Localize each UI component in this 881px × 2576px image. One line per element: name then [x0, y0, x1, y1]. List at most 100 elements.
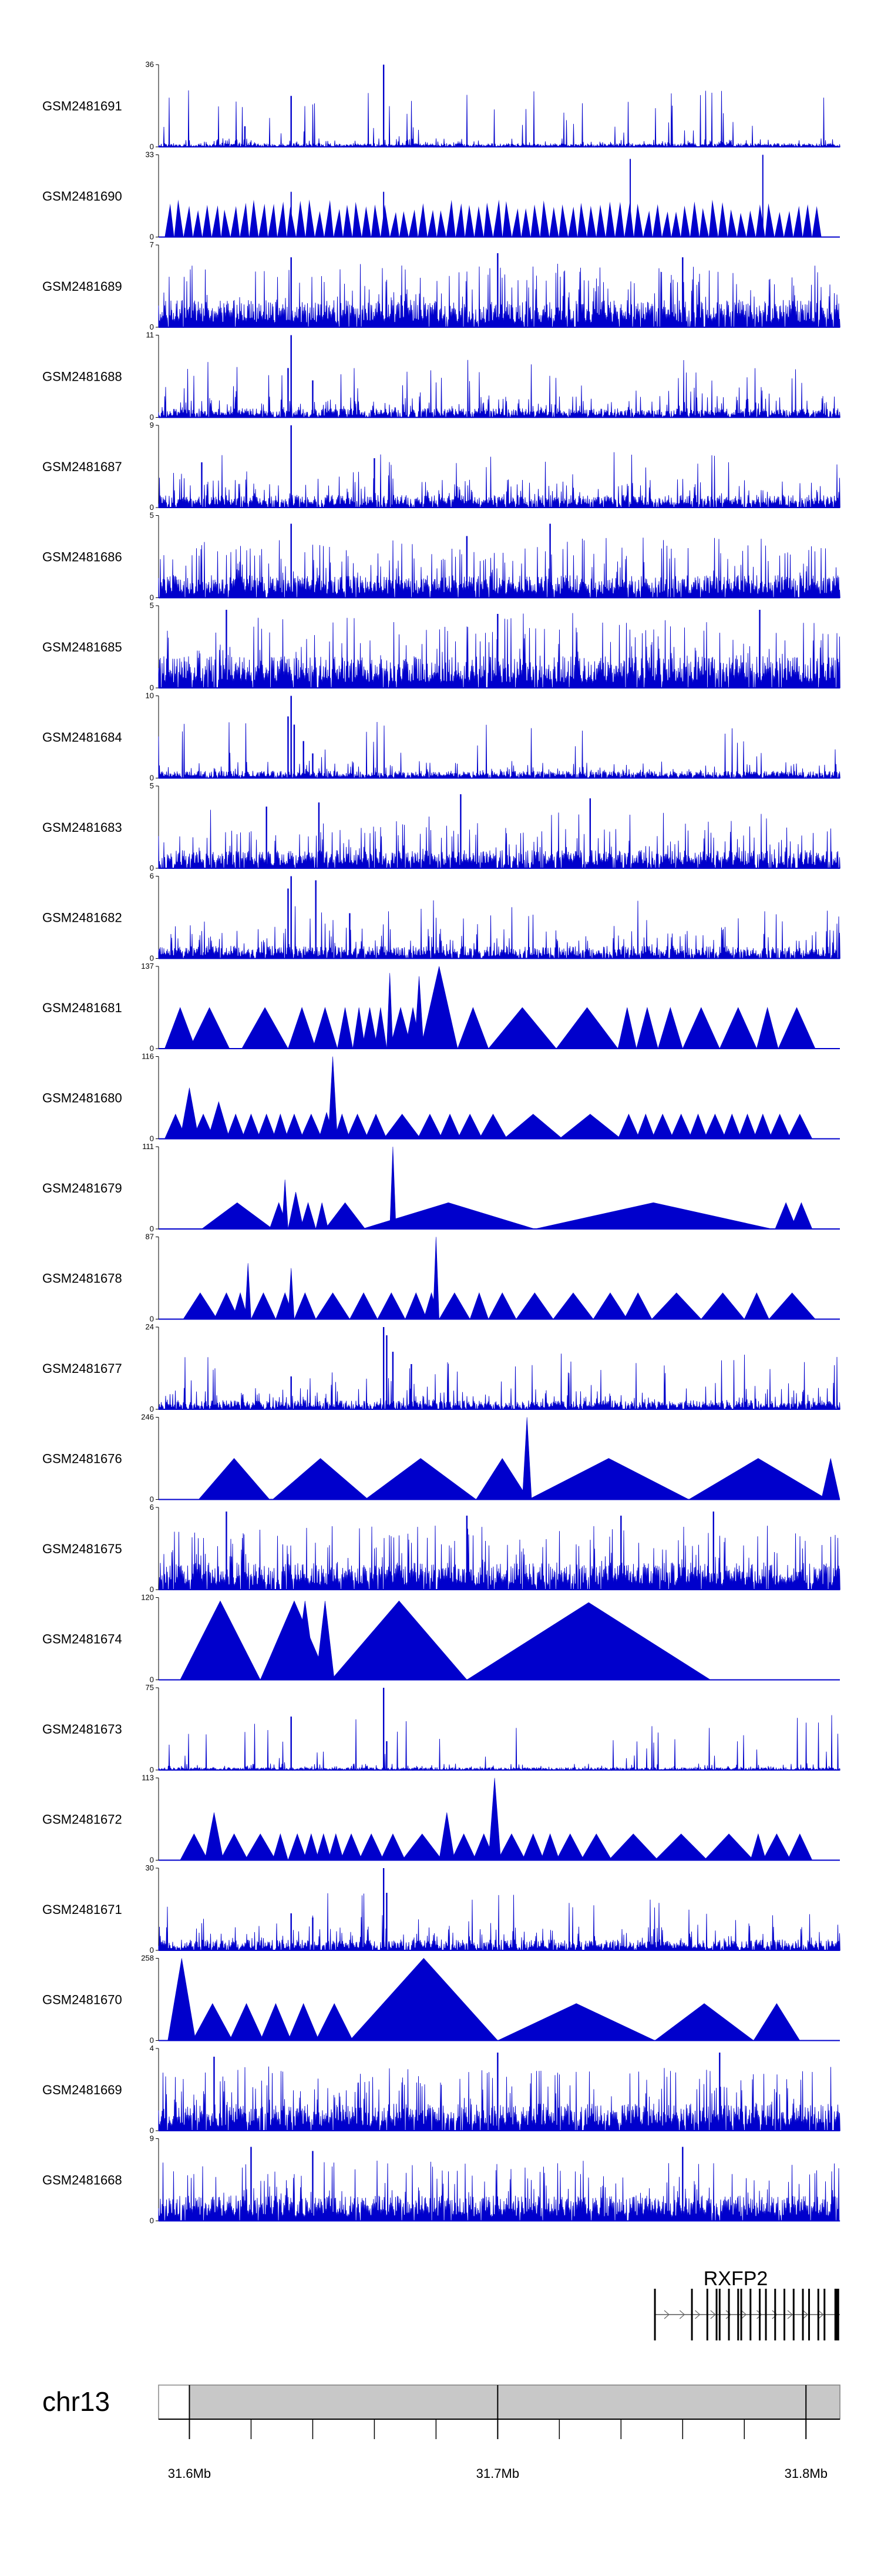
- signal-peak: [362, 1007, 378, 1049]
- signal-peak: [793, 206, 803, 237]
- signal-peak: [446, 200, 456, 237]
- y-zero-label: 0: [150, 413, 154, 422]
- signal-peak: [414, 976, 424, 1049]
- track-GSM2481679: GSM2481679 111 0: [42, 1142, 840, 1233]
- y-zero-label: 0: [150, 1224, 154, 1233]
- signal-peak: [315, 211, 325, 237]
- signal-peak: [559, 1114, 622, 1139]
- signal-peak: [615, 201, 625, 237]
- signal-peak: [479, 1113, 507, 1139]
- signal-peak: [164, 1007, 196, 1049]
- signal-peak: [617, 1007, 637, 1049]
- signal-peak: [230, 206, 240, 237]
- track-GSM2481684: GSM2481684 10 0: [42, 691, 840, 782]
- signal-peak: [653, 204, 662, 237]
- signal-peak: [556, 1833, 584, 1860]
- signal-peak: [229, 2003, 264, 2041]
- y-zero-label: 0: [150, 1765, 154, 1774]
- y-zero-label: 0: [150, 2126, 154, 2135]
- y-max-label: 4: [150, 2044, 154, 2053]
- signal-peak: [346, 1113, 369, 1139]
- signal-peak: [284, 1113, 304, 1139]
- signal-peak: [821, 1458, 840, 1500]
- signal-peak: [469, 1292, 489, 1319]
- y-max-label: 36: [146, 60, 154, 69]
- signal-peak: [708, 199, 718, 237]
- signal-peak: [427, 210, 437, 237]
- signal-peak: [417, 1113, 443, 1139]
- signal-peak: [324, 1202, 366, 1230]
- y-max-label: 5: [150, 511, 154, 520]
- signal-peak: [636, 1006, 658, 1049]
- ideogram-highlight: [189, 2384, 840, 2420]
- signal-peak: [241, 1007, 288, 1049]
- signal-peak: [688, 1113, 708, 1139]
- signal-peak: [756, 1006, 779, 1049]
- tracks-layer: GSM2481691360GSM2481690330GSM248168970GS…: [42, 60, 840, 2225]
- signal-peak: [337, 1007, 354, 1049]
- signal-peak: [331, 1600, 468, 1680]
- gene-exon: [834, 2289, 839, 2340]
- signal-peak: [680, 205, 690, 237]
- signal-peak: [268, 203, 278, 237]
- signal-peak: [774, 211, 784, 237]
- strand-arrow: [710, 2310, 716, 2319]
- signal-peak: [654, 1833, 708, 1860]
- signal-peak: [349, 1292, 378, 1319]
- y-zero-label: 0: [150, 1044, 154, 1053]
- gene-exon: [817, 2289, 819, 2340]
- track-label: GSM2481678: [42, 1271, 122, 1286]
- signal-peak: [300, 1113, 322, 1139]
- signal-peak: [420, 966, 458, 1049]
- signal-peak: [624, 202, 634, 237]
- signal-peak: [324, 200, 334, 237]
- signal-peak: [207, 1101, 230, 1139]
- signal-peak: [167, 1958, 196, 2041]
- signal-peak: [364, 1458, 477, 1500]
- signal-peak: [474, 206, 484, 237]
- signal-peak: [288, 1268, 295, 1319]
- signal-peak: [750, 1833, 766, 1860]
- signal-peak: [418, 203, 428, 237]
- gene-exon: [792, 2289, 795, 2340]
- signal-peak: [722, 1113, 742, 1139]
- signal-peak: [303, 1833, 320, 1860]
- strand-arrow: [818, 2310, 824, 2319]
- signal-peak: [634, 203, 644, 237]
- x-tick-label: 31.8Mb: [785, 2466, 828, 2481]
- signal-peak: [522, 1417, 532, 1500]
- signal-peak: [277, 201, 287, 237]
- signal-peak: [183, 206, 193, 237]
- track-GSM2481682: GSM2481682 6 0: [42, 872, 840, 963]
- signal-peak: [201, 1202, 274, 1230]
- signal-peak: [432, 1237, 439, 1319]
- signal-peak: [636, 1113, 655, 1139]
- y-zero-label: 0: [150, 1134, 154, 1143]
- track-label: GSM2481685: [42, 640, 122, 654]
- signal-peak: [405, 1292, 428, 1319]
- signal-peak: [737, 213, 747, 237]
- coverage-signal: [158, 360, 840, 419]
- coverage-signal: [158, 452, 840, 508]
- signal-peak: [643, 210, 653, 237]
- signal-peak: [606, 201, 616, 237]
- signal-peak: [765, 203, 775, 237]
- chromosome-label: chr13: [42, 2386, 110, 2417]
- signal-peak: [718, 202, 728, 237]
- signal-peak: [457, 1113, 483, 1139]
- y-max-label: 5: [150, 601, 154, 610]
- y-max-label: 24: [146, 1322, 154, 1331]
- y-max-label: 113: [142, 1774, 154, 1782]
- signal-peak: [534, 1202, 772, 1230]
- signal-peak: [220, 1833, 248, 1860]
- signal-peak: [193, 210, 203, 237]
- signal-peak: [300, 1202, 317, 1230]
- track-label: GSM2481670: [42, 1993, 122, 2007]
- signal-peak: [288, 2003, 320, 2041]
- y-zero-label: 0: [150, 1675, 154, 1684]
- track-GSM2481670: GSM2481670 258 0: [42, 1954, 840, 2045]
- signal-peak: [521, 208, 531, 237]
- signal-peak: [755, 204, 765, 237]
- track-GSM2481677: GSM2481677 24 0: [42, 1322, 840, 1413]
- signal-peak: [288, 1007, 317, 1049]
